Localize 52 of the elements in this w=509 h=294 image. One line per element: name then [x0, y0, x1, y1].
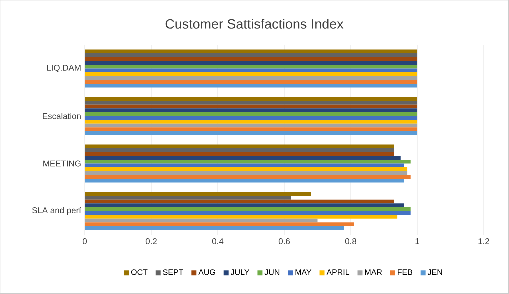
bar [85, 164, 404, 168]
bar [85, 168, 408, 172]
bar [85, 218, 318, 223]
bar [85, 226, 344, 230]
chart-title: Customer Sattisfactions Index [166, 19, 344, 29]
bar [85, 175, 411, 179]
bar [85, 104, 418, 109]
bar [85, 61, 418, 65]
bar [85, 131, 418, 136]
bar [85, 80, 418, 84]
bar [85, 72, 418, 76]
x-tick-label: 1.2 [478, 238, 490, 244]
bar [85, 196, 292, 200]
bar [85, 101, 418, 105]
bar [85, 112, 418, 116]
bar [85, 144, 394, 149]
bar [85, 68, 418, 73]
bar [85, 215, 398, 219]
bar [85, 160, 411, 164]
bar [85, 64, 418, 69]
x-tick-label: 0.8 [345, 238, 357, 245]
bar [85, 76, 418, 80]
bar [85, 200, 394, 204]
bar [85, 50, 418, 54]
bar [85, 57, 418, 62]
bar [85, 124, 418, 128]
x-tick-label: 0.6 [278, 238, 290, 245]
bar [85, 211, 411, 216]
bar [85, 84, 418, 88]
bar [85, 108, 418, 112]
x-tick-label: 0.4 [212, 238, 224, 245]
bar [85, 54, 418, 58]
bar [85, 204, 404, 208]
bar [85, 116, 418, 120]
y-tick-label: SLA and perf [32, 207, 82, 216]
x-tick-label: 0.2 [146, 238, 157, 245]
bar [85, 152, 394, 156]
bar [85, 156, 401, 160]
bar [85, 120, 418, 124]
bar [85, 222, 354, 226]
x-tick-label: 1 [416, 238, 420, 244]
y-tick-label: MEETING [44, 160, 81, 167]
bar [85, 128, 418, 132]
x-tick-label: 0 [82, 238, 88, 245]
bar [85, 178, 404, 183]
bar [85, 97, 418, 102]
bar [85, 192, 312, 196]
bar [85, 207, 411, 212]
y-tick-label: Escalation [43, 113, 81, 120]
y-tick-label: LIQ.DAM [47, 65, 81, 72]
bar [85, 148, 394, 152]
bar [85, 171, 408, 176]
